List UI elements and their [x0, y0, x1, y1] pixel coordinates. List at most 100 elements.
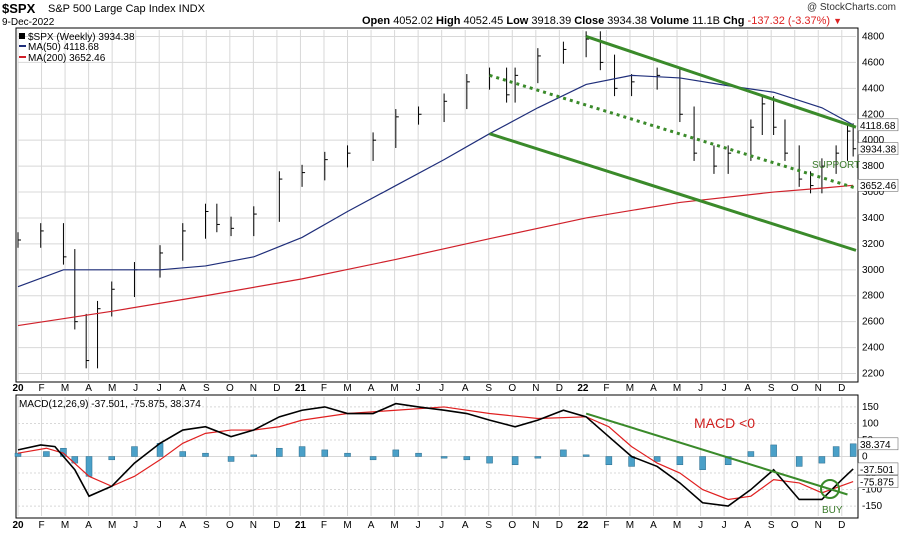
price-y-tick-label: 2600: [862, 317, 885, 328]
macd-x-tick-label: M: [343, 520, 351, 531]
hist-value-flag: 38.374: [860, 440, 891, 451]
price-x-tick-label: A: [744, 383, 751, 394]
ma50-value-flag-bg: [857, 118, 899, 132]
macd-x-tick-label: F: [321, 520, 327, 531]
macd-histogram-bar: [795, 456, 803, 467]
support-annotation: SUPPORT: [812, 160, 860, 171]
trendline-upper: [585, 35, 857, 129]
macd-histogram-bar: [534, 456, 542, 459]
close-value: 3934.38: [607, 15, 648, 27]
price-x-tick-label: O: [508, 383, 516, 394]
price-x-tick-label: D: [838, 383, 845, 394]
macd-histogram-bar: [179, 451, 187, 457]
price-y-tick-label: 4200: [862, 109, 885, 120]
buy-annotation: BUY: [822, 505, 843, 516]
ma50-line: [17, 74, 854, 288]
legend-ma50: MA(50) 4118.68: [28, 42, 99, 53]
price-x-tick-label: A: [368, 383, 375, 394]
macd-signal-line: [17, 406, 854, 501]
ma200-value-flag: 3652.46: [860, 181, 897, 192]
macd-histogram-bar: [653, 456, 661, 462]
ohlc-readout: Open 4052.02 High 4052.45 Low 3918.39 Cl…: [362, 15, 842, 27]
chg-label: Chg: [723, 15, 745, 27]
down-triangle-icon: ▼: [833, 16, 843, 26]
volume-label: Volume: [650, 15, 690, 27]
macd-x-tick-label: O: [791, 520, 799, 531]
macd-histogram-bar: [227, 456, 235, 462]
price-x-tick-label: N: [532, 383, 539, 394]
close-label: Close: [574, 15, 605, 27]
macd-x-tick-label: F: [603, 520, 609, 531]
macd-histogram-bar: [605, 456, 613, 466]
price-grid: [17, 30, 856, 380]
price-legend: $SPX (Weekly) 3934.38 MA(50) 4118.68 MA(…: [19, 32, 135, 64]
high-label: High: [436, 15, 461, 27]
signal-value-flag: -75.875: [860, 478, 894, 489]
volume-value: 11.1B: [692, 15, 721, 27]
macd-x-tick-label: J: [416, 520, 421, 531]
macd-x-tick-label: J: [722, 520, 727, 531]
macd-x-tick-label: M: [61, 520, 69, 531]
legend-price: $SPX (Weekly) 3934.38: [28, 32, 135, 43]
price-y-tick-label: 3000: [862, 265, 885, 276]
macd-x-tick-label: D: [838, 520, 845, 531]
macd-x-tick-label: A: [368, 520, 375, 531]
macd-x-tick-label: O: [226, 520, 234, 531]
open-value: 4052.02: [393, 15, 433, 27]
hist-value-flag-bg: [857, 437, 899, 451]
macd-value-flag: -37.501: [860, 465, 894, 476]
macd-x-tick-label: N: [250, 520, 257, 531]
macd-y-tick-label: -150: [862, 501, 882, 512]
price-x-tick-label: F: [603, 383, 609, 394]
price-x-tick-label: M: [673, 383, 681, 394]
macd-value-flag-bg: [857, 462, 899, 476]
macd-histogram-bar: [818, 456, 826, 464]
chg-value: -137.32 (-3.37%): [747, 15, 831, 27]
macd-y-tick-label: 150: [862, 402, 879, 413]
macd-histogram-bar: [511, 456, 519, 466]
macd-x-tick-label: S: [485, 520, 492, 531]
macd-histogram-bar: [85, 456, 93, 477]
macd-histogram-bar: [560, 449, 567, 457]
price-y-tick-label: 4000: [862, 135, 885, 146]
price-x-tick-label: S: [768, 383, 775, 394]
price-x-tick-label: N: [815, 383, 822, 394]
macd-x-tick-label: S: [203, 520, 210, 531]
macd-histogram-bar: [108, 456, 115, 461]
price-x-tick-label: O: [226, 383, 234, 394]
close-value-flag-bg: [857, 142, 899, 155]
price-x-tick-label: F: [321, 383, 327, 394]
price-y-tick-label: 4600: [862, 57, 885, 68]
index-name: S&P 500 Large Cap Index INDX: [48, 3, 205, 15]
price-x-tick-label: M: [61, 383, 69, 394]
chart-header: $SPX S&P 500 Large Cap Index INDX 9-Dec-…: [0, 0, 900, 30]
price-x-tick-label: F: [38, 383, 44, 394]
price-x-tick-label: J: [416, 383, 421, 394]
price-x-tick-label: 21: [295, 383, 307, 394]
macd-histogram-bar: [832, 446, 840, 457]
macd-x-tick-label: A: [744, 520, 751, 531]
price-x-tick-label: J: [698, 383, 703, 394]
macd-x-tick-label: M: [626, 520, 634, 531]
close-value-flag: 3934.38: [860, 145, 897, 156]
price-x-tick-label: 20: [12, 383, 24, 394]
low-label: Low: [506, 15, 529, 27]
price-x-tick-label: M: [108, 383, 116, 394]
macd-histogram-bar: [747, 451, 755, 457]
macd-x-tick-label: J: [439, 520, 444, 531]
macd-x-tick-label: M: [390, 520, 398, 531]
macd-histogram-bar: [440, 456, 448, 459]
legend-swatch-price: [19, 33, 25, 39]
signal-value-flag-bg: [857, 475, 899, 488]
macd-x-tick-label: 22: [577, 520, 589, 531]
macd-x-tick-label: N: [532, 520, 539, 531]
price-x-tick-label: J: [133, 383, 138, 394]
macd-histogram-bar: [276, 447, 283, 457]
price-x-tick-label: M: [390, 383, 398, 394]
price-x-tick-label: J: [439, 383, 444, 394]
buy-circle-marker: [820, 479, 840, 499]
macd-x-tick-label: M: [108, 520, 116, 531]
price-x-tick-label: S: [485, 383, 492, 394]
price-x-tick-label: N: [250, 383, 257, 394]
price-x-tick-label: J: [157, 383, 162, 394]
